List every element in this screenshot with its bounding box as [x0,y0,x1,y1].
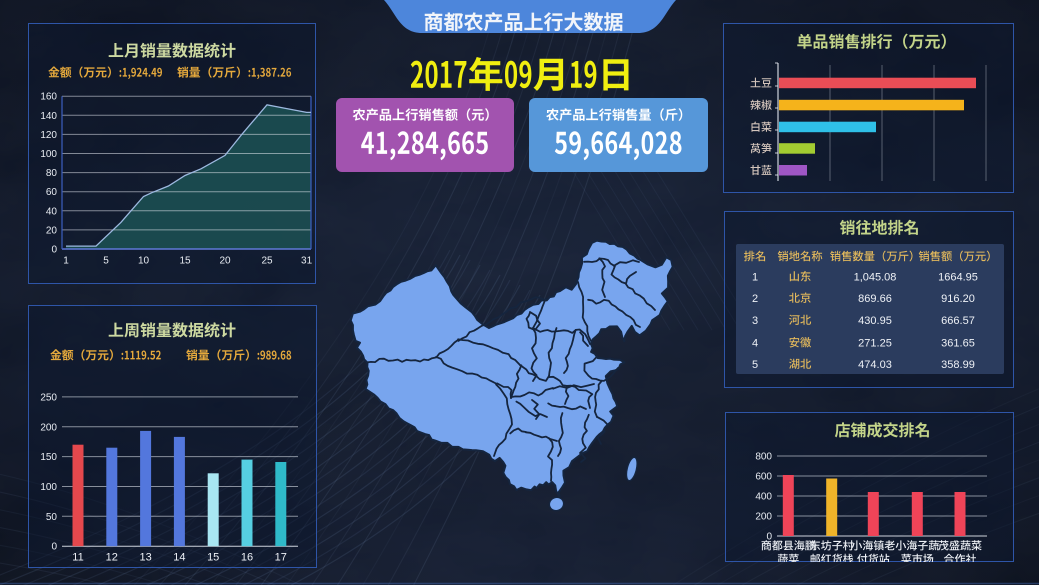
svg-text:15: 15 [179,256,191,267]
svg-text:140: 140 [40,111,57,122]
svg-text:869.66: 869.66 [858,293,892,305]
svg-text:200: 200 [40,422,57,433]
svg-text:100: 100 [40,482,57,493]
svg-text:250: 250 [40,392,57,403]
svg-text:5: 5 [103,256,109,267]
svg-text:361.65: 361.65 [941,338,975,350]
svg-text:10: 10 [138,256,150,267]
svg-text:100: 100 [40,149,57,160]
svg-text:160: 160 [40,92,57,103]
svg-text:916.20: 916.20 [941,293,975,305]
svg-text:13: 13 [139,552,151,564]
svg-text:0: 0 [51,542,57,553]
svg-text:31: 31 [301,256,313,267]
svg-text:15: 15 [207,552,219,564]
svg-text:3: 3 [752,315,758,327]
svg-text:474.03: 474.03 [858,359,892,371]
svg-text:25: 25 [261,256,273,267]
svg-text:1: 1 [752,272,758,284]
svg-text:0: 0 [766,532,772,543]
svg-text:0: 0 [51,245,57,256]
svg-text:16: 16 [241,552,253,564]
svg-text:800: 800 [755,452,772,463]
svg-text:5: 5 [752,359,758,371]
svg-text:4: 4 [752,338,758,350]
svg-text:2: 2 [752,293,758,305]
svg-text:271.25: 271.25 [858,338,892,350]
svg-text:11: 11 [72,552,83,564]
svg-text:40: 40 [46,206,58,217]
svg-text:1: 1 [63,256,69,267]
svg-text:80: 80 [46,168,58,179]
svg-text:14: 14 [173,552,185,564]
svg-text:1,045.08: 1,045.08 [854,272,897,284]
svg-text:120: 120 [40,130,57,141]
svg-text:200: 200 [755,512,772,523]
svg-text:17: 17 [275,552,287,564]
svg-text:1664.95: 1664.95 [938,272,978,284]
svg-text:50: 50 [46,512,58,523]
svg-text:358.99: 358.99 [941,359,975,371]
svg-text:150: 150 [40,452,57,463]
svg-text:20: 20 [219,256,231,267]
svg-text:60: 60 [46,187,58,198]
svg-text:12: 12 [106,552,118,564]
svg-text:20: 20 [46,225,58,236]
svg-text:400: 400 [755,492,772,503]
svg-text:666.57: 666.57 [941,315,975,327]
svg-text:600: 600 [755,472,772,483]
svg-text:430.95: 430.95 [858,315,892,327]
